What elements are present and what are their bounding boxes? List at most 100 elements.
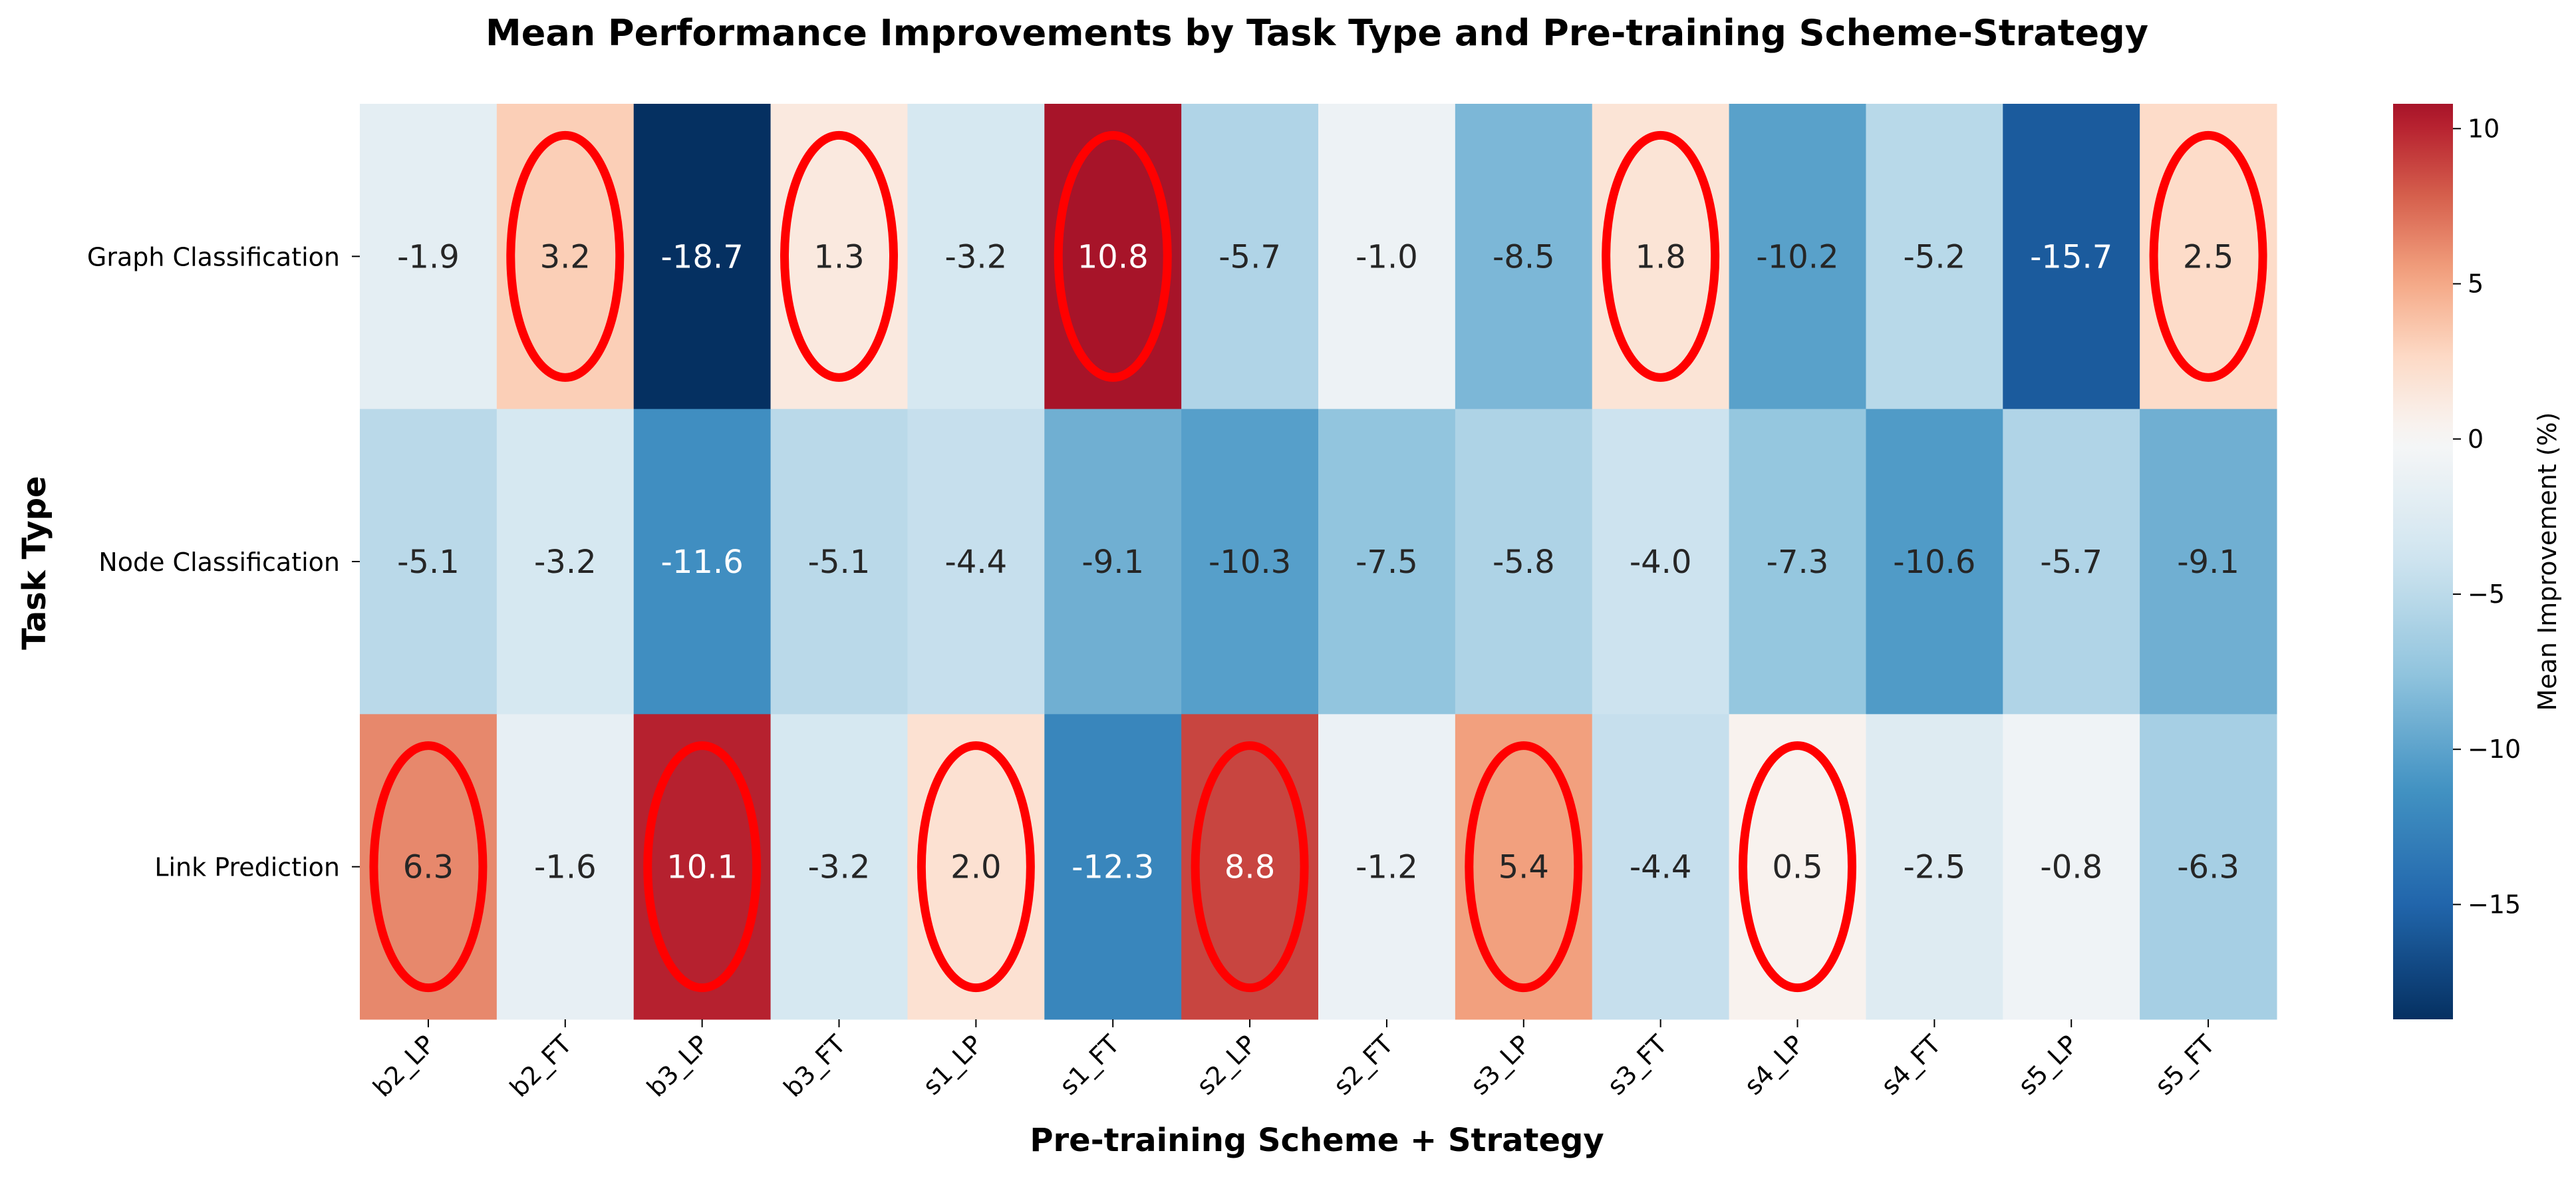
cell-value-label: -9.1 <box>1081 544 1144 581</box>
heatmap-cell <box>1866 409 2003 715</box>
cell-value-label: 1.3 <box>813 238 864 275</box>
cell-value-label: 6.3 <box>403 849 454 886</box>
heatmap-cell <box>1592 409 1730 715</box>
colorbar-tick-label: −5 <box>2468 580 2505 609</box>
cell-value-label: -5.1 <box>808 544 871 581</box>
x-tick-label: s5_LP <box>2013 1029 2084 1100</box>
heatmap-cell <box>1044 714 1182 1020</box>
heatmap-cell <box>1866 104 2003 410</box>
heatmap-cell <box>633 714 772 1020</box>
cell-value-label: -10.3 <box>1209 544 1291 581</box>
colorbar-ticks: 10 5 0 −5 −10 −15 <box>2453 114 2521 919</box>
cell-value-label: -1.9 <box>397 238 460 275</box>
highlight-circle <box>917 741 1035 993</box>
cell-value-label: -5.2 <box>1904 238 1966 275</box>
heatmap-cell <box>1181 104 1319 410</box>
x-tick-label: s3_LP <box>1465 1029 1536 1100</box>
heatmap-cell <box>1455 104 1593 410</box>
heatmap-cells <box>360 104 2277 1020</box>
x-tick-label: s1_LP <box>917 1029 988 1100</box>
heatmap-cell <box>1318 104 1456 410</box>
y-axis-title: Task Type <box>16 476 53 649</box>
cell-value-label: 2.5 <box>2183 238 2233 275</box>
heatmap-cell <box>496 714 635 1020</box>
heatmap-cell <box>2003 714 2140 1020</box>
heatmap-cell <box>633 409 772 715</box>
heatmap-cell <box>496 104 635 410</box>
cell-value-label: -5.7 <box>1218 238 1281 275</box>
highlight-circle <box>369 741 488 993</box>
heatmap-cell <box>633 104 772 410</box>
x-tick-label: s3_FT <box>1602 1029 1673 1101</box>
cell-value-labels: -1.9 3.2 -18.7 1.3 -3.2 10.8 -5.7 -1.0 -8.5 1.8 -1… <box>397 238 2239 886</box>
cell-value-label: -18.7 <box>661 238 744 275</box>
cell-value-label: -5.7 <box>2040 544 2102 581</box>
cell-value-label: -3.2 <box>808 849 871 886</box>
cell-value-label: -5.8 <box>1493 544 1555 581</box>
heatmap-cell <box>1044 409 1182 715</box>
heatmap-cell <box>2140 714 2277 1020</box>
x-tick-label: b2_LP <box>367 1029 440 1102</box>
cell-value-label: -9.1 <box>2177 544 2239 581</box>
x-axis-title: Pre-training Scheme + Strategy <box>1030 1122 1604 1159</box>
heatmap-cell <box>1729 409 1866 715</box>
cell-value-label: -7.3 <box>1767 544 1829 581</box>
highlight-circles <box>369 130 2267 993</box>
colorbar-tick-label: −10 <box>2468 735 2521 764</box>
cell-value-label: -1.2 <box>1356 849 1418 886</box>
heatmap-cell <box>1866 714 2003 1020</box>
cell-value-label: -10.6 <box>1893 544 1975 581</box>
cell-value-label: 5.4 <box>1499 849 1549 886</box>
highlight-circle <box>780 130 898 382</box>
colorbar-tick-label: 5 <box>2468 269 2484 299</box>
cell-value-label: 10.8 <box>1077 238 1149 275</box>
colorbar-tick-label: 0 <box>2468 424 2484 454</box>
cell-value-label: -3.2 <box>534 544 597 581</box>
heatmap-cell <box>1181 409 1319 715</box>
heatmap-cell <box>1455 714 1593 1020</box>
heatmap-cell <box>907 104 1045 410</box>
x-tick-label: b3_LP <box>641 1029 714 1102</box>
cell-value-label: -10.2 <box>1756 238 1838 275</box>
heatmap-cell <box>2003 409 2140 715</box>
heatmap-cell <box>770 104 908 410</box>
colorbar-tick-label: 10 <box>2468 114 2500 143</box>
heatmap-cell <box>360 104 498 410</box>
highlight-circle <box>1602 130 1720 382</box>
heatmap-cell <box>1181 714 1319 1020</box>
cell-value-label: 1.8 <box>1635 238 1685 275</box>
heatmap-cell <box>2140 409 2277 715</box>
x-tick-label: s4_LP <box>1739 1029 1810 1100</box>
highlight-circle <box>643 741 762 993</box>
x-tick-label: s5_FT <box>2149 1029 2221 1101</box>
x-tick-label: s2_LP <box>1191 1029 1262 1100</box>
x-tick-label: b3_FT <box>778 1029 852 1103</box>
colorbar-label: Mean Improvement (%) <box>2533 412 2562 711</box>
cell-value-label: 8.8 <box>1224 849 1275 886</box>
heatmap-cell <box>1455 409 1593 715</box>
heatmap-cell <box>770 714 908 1020</box>
highlight-circle <box>506 130 625 382</box>
highlight-circle <box>1191 741 1309 993</box>
y-tick-label: Link Prediction <box>154 853 340 882</box>
heatmap-cell <box>360 714 498 1020</box>
heatmap-cell <box>1729 104 1866 410</box>
cell-value-label: -5.1 <box>397 544 460 581</box>
highlight-circle <box>1739 741 1856 993</box>
x-tick-label: s4_FT <box>1876 1029 1947 1101</box>
heatmap-cell <box>1318 409 1456 715</box>
heatmap-cell <box>2140 104 2277 410</box>
heatmap-cell <box>1044 104 1182 410</box>
cell-value-label: -8.5 <box>1493 238 1555 275</box>
cell-value-label: 10.1 <box>666 849 738 886</box>
cell-value-label: -3.2 <box>945 238 1008 275</box>
cell-value-label: -4.0 <box>1630 544 1692 581</box>
highlight-circle <box>1054 130 1172 382</box>
heatmap-cell <box>2003 104 2140 410</box>
heatmap-cell <box>496 409 635 715</box>
heatmap-cell <box>770 409 908 715</box>
cell-value-label: -1.0 <box>1356 238 1418 275</box>
cell-value-label: -4.4 <box>1630 849 1692 886</box>
